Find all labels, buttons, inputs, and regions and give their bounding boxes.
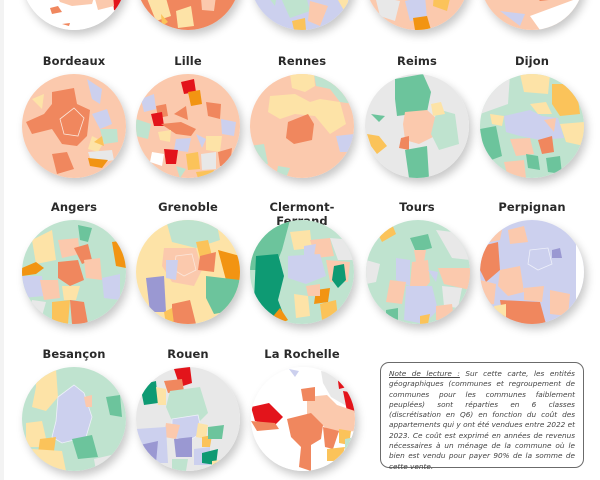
page-edge bbox=[0, 0, 4, 480]
city-map-la-rochelle bbox=[251, 367, 355, 471]
city-label: Dijon bbox=[514, 54, 550, 68]
city-map-row0-col0 bbox=[22, 0, 126, 30]
city-label: Rouen bbox=[167, 347, 209, 361]
city-map-bordeaux bbox=[22, 74, 126, 178]
note-title: Note de lecture : bbox=[389, 369, 460, 378]
city-map-lille bbox=[136, 74, 240, 178]
city-label: Angers bbox=[50, 200, 98, 214]
city-label: Rennes bbox=[277, 54, 327, 68]
city-map-row0-col2 bbox=[250, 0, 354, 30]
city-map-besancon bbox=[22, 367, 126, 471]
city-map-tours bbox=[366, 220, 470, 324]
city-map-clermont-ferrand bbox=[250, 220, 354, 324]
city-label: Reims bbox=[397, 54, 437, 68]
city-label: Tours bbox=[399, 200, 435, 214]
city-label: Grenoble bbox=[158, 200, 218, 214]
city-label: Perpignan bbox=[498, 200, 566, 214]
city-label: Bordeaux bbox=[42, 54, 106, 68]
note-body: Sur cette carte, les entités géographiqu… bbox=[389, 369, 575, 471]
city-map-rennes bbox=[250, 74, 354, 178]
city-label: Lille bbox=[174, 54, 202, 68]
city-map-perpignan bbox=[480, 220, 584, 324]
city-map-dijon bbox=[480, 74, 584, 178]
city-map-grenoble bbox=[136, 220, 240, 324]
city-label: La Rochelle bbox=[264, 347, 340, 361]
city-map-row0-col1 bbox=[136, 0, 240, 30]
reading-note: Note de lecture : Sur cette carte, les e… bbox=[380, 362, 584, 471]
city-map-row0-col3 bbox=[365, 0, 469, 30]
city-map-angers bbox=[22, 220, 126, 324]
city-map-rouen bbox=[136, 367, 240, 471]
city-map-row0-col4 bbox=[480, 0, 584, 30]
city-label: Besançon bbox=[42, 347, 106, 361]
city-map-reims bbox=[365, 74, 469, 178]
